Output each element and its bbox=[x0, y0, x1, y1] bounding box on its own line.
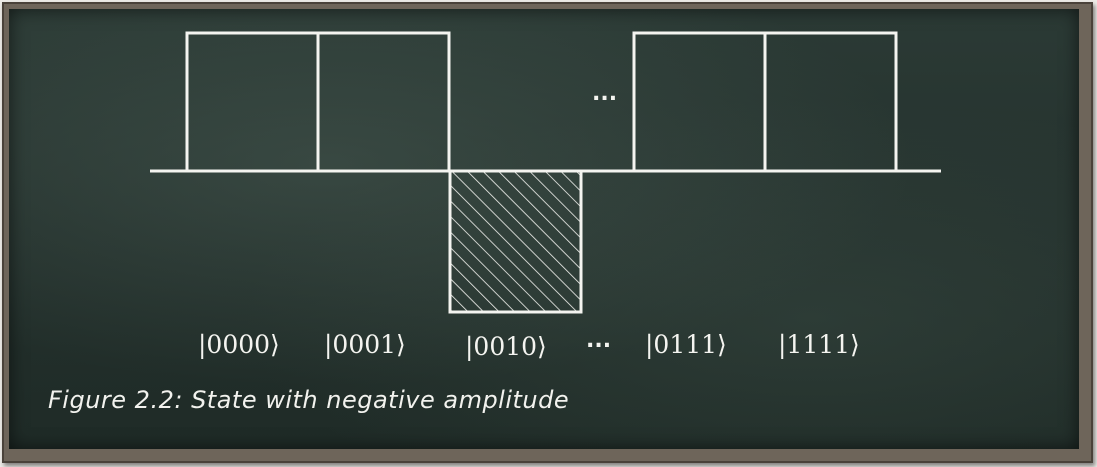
amplitude-bar-0111 bbox=[632, 31, 767, 173]
state-label-0010: |0010⟩ bbox=[465, 332, 547, 362]
amplitude-bar-1111 bbox=[763, 31, 898, 173]
state-label-0000: |0000⟩ bbox=[198, 330, 280, 360]
figure-caption: Figure 2.2: State with negative amplitud… bbox=[48, 386, 570, 414]
state-label-0111: |0111⟩ bbox=[645, 330, 727, 360]
state-label-0001: |0001⟩ bbox=[324, 330, 406, 360]
amplitude-bar-0001 bbox=[316, 31, 451, 173]
ellipsis-bottom: ... bbox=[586, 328, 611, 353]
amplitude-bar-0000 bbox=[185, 31, 320, 173]
amplitude-bar-0010-negative bbox=[448, 169, 583, 314]
ellipsis-top: ... bbox=[592, 81, 617, 106]
state-label-1111: |1111⟩ bbox=[778, 330, 860, 360]
